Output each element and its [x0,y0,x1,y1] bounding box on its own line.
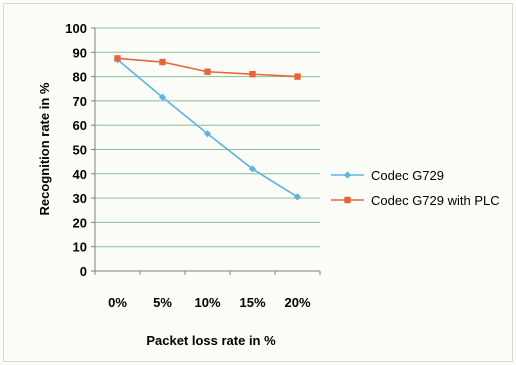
legend-label: Codec G729 with PLC [371,193,500,208]
x-tick-label: 5% [153,295,172,310]
y-tick-label: 50 [73,143,87,158]
y-tick-label: 90 [73,45,87,60]
axes [91,28,320,275]
legend-marker [344,197,350,203]
data-point [204,69,210,75]
data-point [114,55,120,61]
y-tick-label: 70 [73,94,87,109]
x-tick-label: 20% [284,295,310,310]
data-point [249,71,255,77]
x-axis-title: Packet loss rate in % [146,333,276,348]
x-tick-label: 10% [194,295,220,310]
legend-label: Codec G729 [371,168,444,183]
y-tick-label: 10 [73,240,87,255]
data-point [159,59,165,65]
tick-labels: 0 10 20 30 40 50 60 70 80 90 100 0% 5% 10% 15% 20% [65,21,311,310]
y-tick-label: 100 [65,21,87,36]
legend-marker [344,171,351,178]
y-axis-title: Recognition rate in % [37,82,52,215]
series-line-1 [118,60,298,197]
y-tick-label: 60 [73,118,87,133]
y-tick-label: 40 [73,167,87,182]
y-tick-label: 80 [73,70,87,85]
legend: Codec G729 Codec G729 with PLC [331,168,500,208]
gridlines [95,28,320,247]
y-tick-label: 30 [73,191,87,206]
x-tick-label: 15% [239,295,265,310]
data-point [294,193,301,200]
y-tick-label: 20 [73,215,87,230]
x-tick-label: 0% [108,295,127,310]
y-tick-label: 0 [80,264,87,279]
data-point [294,73,300,79]
